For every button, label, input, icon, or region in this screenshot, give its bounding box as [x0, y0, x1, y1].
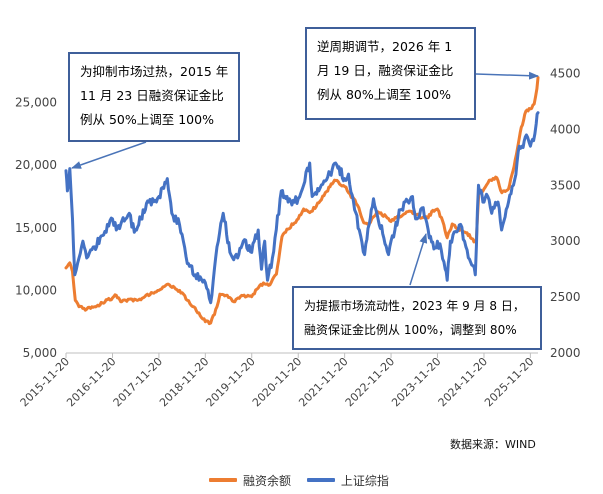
y-right-tick-label: 3000 — [550, 234, 581, 248]
legend-swatch-sse-index — [306, 478, 335, 482]
legend-item-sse-index: 上证综指 — [306, 472, 389, 489]
annotation-arrows — [71, 71, 539, 286]
legend-swatch-margin-balance — [209, 478, 237, 482]
legend-item-margin-balance: 融资余额 — [209, 472, 291, 489]
annotation-line: 为提振市场流动性，2023 年 9 月 8 日， — [304, 299, 525, 313]
annotation-line: 例从 80%上调至 100% — [317, 87, 451, 102]
x-tick-label: 2025-11-20 — [482, 355, 536, 409]
annotation-line: 逆周期调节，2026 年 1 — [317, 39, 453, 54]
annotation-line: 为抑制市场过热，2015 年 — [80, 64, 229, 79]
y-right-tick-label: 4500 — [550, 67, 581, 81]
annotation-line: 月 19 日，融资保证金比 — [317, 63, 454, 78]
y-right-tick-label: 2000 — [550, 346, 581, 360]
series-line-sse-index — [64, 111, 540, 305]
legend: 融资余额 上证综指 — [209, 471, 401, 489]
y-right-tick-label: 2500 — [550, 290, 581, 304]
legend-label-sse-index: 上证综指 — [340, 473, 389, 488]
annotation-box-2023: 为提振市场流动性，2023 年 9 月 8 日， 融资保证金比例从 100%，调… — [292, 286, 542, 350]
series-layer — [64, 76, 540, 326]
y-left-tick-label: 15,000 — [15, 221, 57, 235]
y-left-tick-label: 10,000 — [15, 283, 57, 297]
y-left-tick-label: 25,000 — [15, 96, 57, 110]
annotation-box-2015: 为抑制市场过热，2015 年 11 月 23 日融资保证金比 例从 50%上调至… — [68, 52, 240, 142]
annotation-line: 融资保证金比例从 100%，调整到 80% — [304, 323, 517, 337]
source-note: 数据来源：WIND — [450, 438, 536, 451]
y-left-tick-label: 20,000 — [15, 158, 57, 172]
y-left-tick-label: 5,000 — [23, 346, 57, 360]
y-right-tick-label: 4000 — [550, 122, 581, 136]
annotation-arrow-2023 — [409, 233, 428, 286]
annotation-line: 例从 50%上调至 100% — [80, 112, 214, 127]
annotation-box-2026: 逆周期调节，2026 年 1 月 19 日，融资保证金比 例从 80%上调至 1… — [305, 27, 476, 120]
y-right-tick-label: 3500 — [550, 178, 581, 192]
annotation-line: 11 月 23 日融资保证金比 — [80, 88, 224, 103]
annotation-arrow-2026 — [475, 71, 539, 80]
annotation-arrow-2015 — [71, 141, 147, 169]
legend-label-margin-balance: 融资余额 — [243, 473, 292, 488]
